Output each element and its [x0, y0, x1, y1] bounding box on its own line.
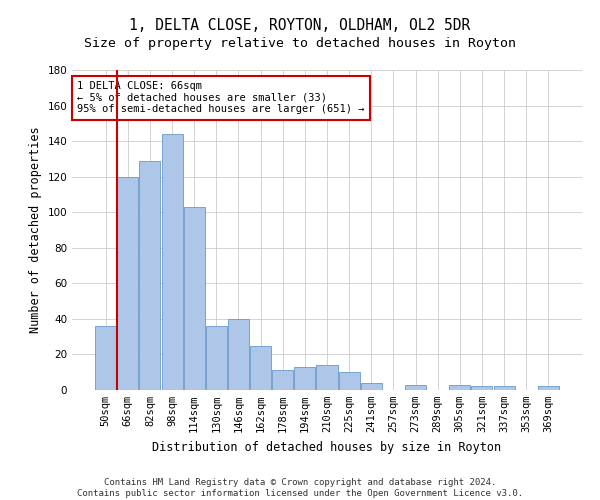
- Bar: [494, 386, 515, 390]
- Bar: [338, 372, 359, 390]
- Bar: [405, 384, 426, 390]
- Bar: [361, 383, 382, 390]
- Bar: [295, 367, 316, 390]
- Y-axis label: Number of detached properties: Number of detached properties: [29, 126, 42, 334]
- X-axis label: Distribution of detached houses by size in Royton: Distribution of detached houses by size …: [152, 440, 502, 454]
- Bar: [228, 319, 249, 390]
- Bar: [118, 176, 139, 390]
- Bar: [272, 370, 293, 390]
- Bar: [95, 326, 116, 390]
- Bar: [538, 386, 559, 390]
- Text: Contains HM Land Registry data © Crown copyright and database right 2024.
Contai: Contains HM Land Registry data © Crown c…: [77, 478, 523, 498]
- Bar: [250, 346, 271, 390]
- Bar: [449, 384, 470, 390]
- Bar: [206, 326, 227, 390]
- Text: Size of property relative to detached houses in Royton: Size of property relative to detached ho…: [84, 38, 516, 51]
- Bar: [161, 134, 182, 390]
- Text: 1 DELTA CLOSE: 66sqm
← 5% of detached houses are smaller (33)
95% of semi-detach: 1 DELTA CLOSE: 66sqm ← 5% of detached ho…: [77, 81, 365, 114]
- Bar: [139, 160, 160, 390]
- Bar: [472, 386, 493, 390]
- Bar: [184, 207, 205, 390]
- Text: 1, DELTA CLOSE, ROYTON, OLDHAM, OL2 5DR: 1, DELTA CLOSE, ROYTON, OLDHAM, OL2 5DR: [130, 18, 470, 32]
- Bar: [316, 365, 338, 390]
